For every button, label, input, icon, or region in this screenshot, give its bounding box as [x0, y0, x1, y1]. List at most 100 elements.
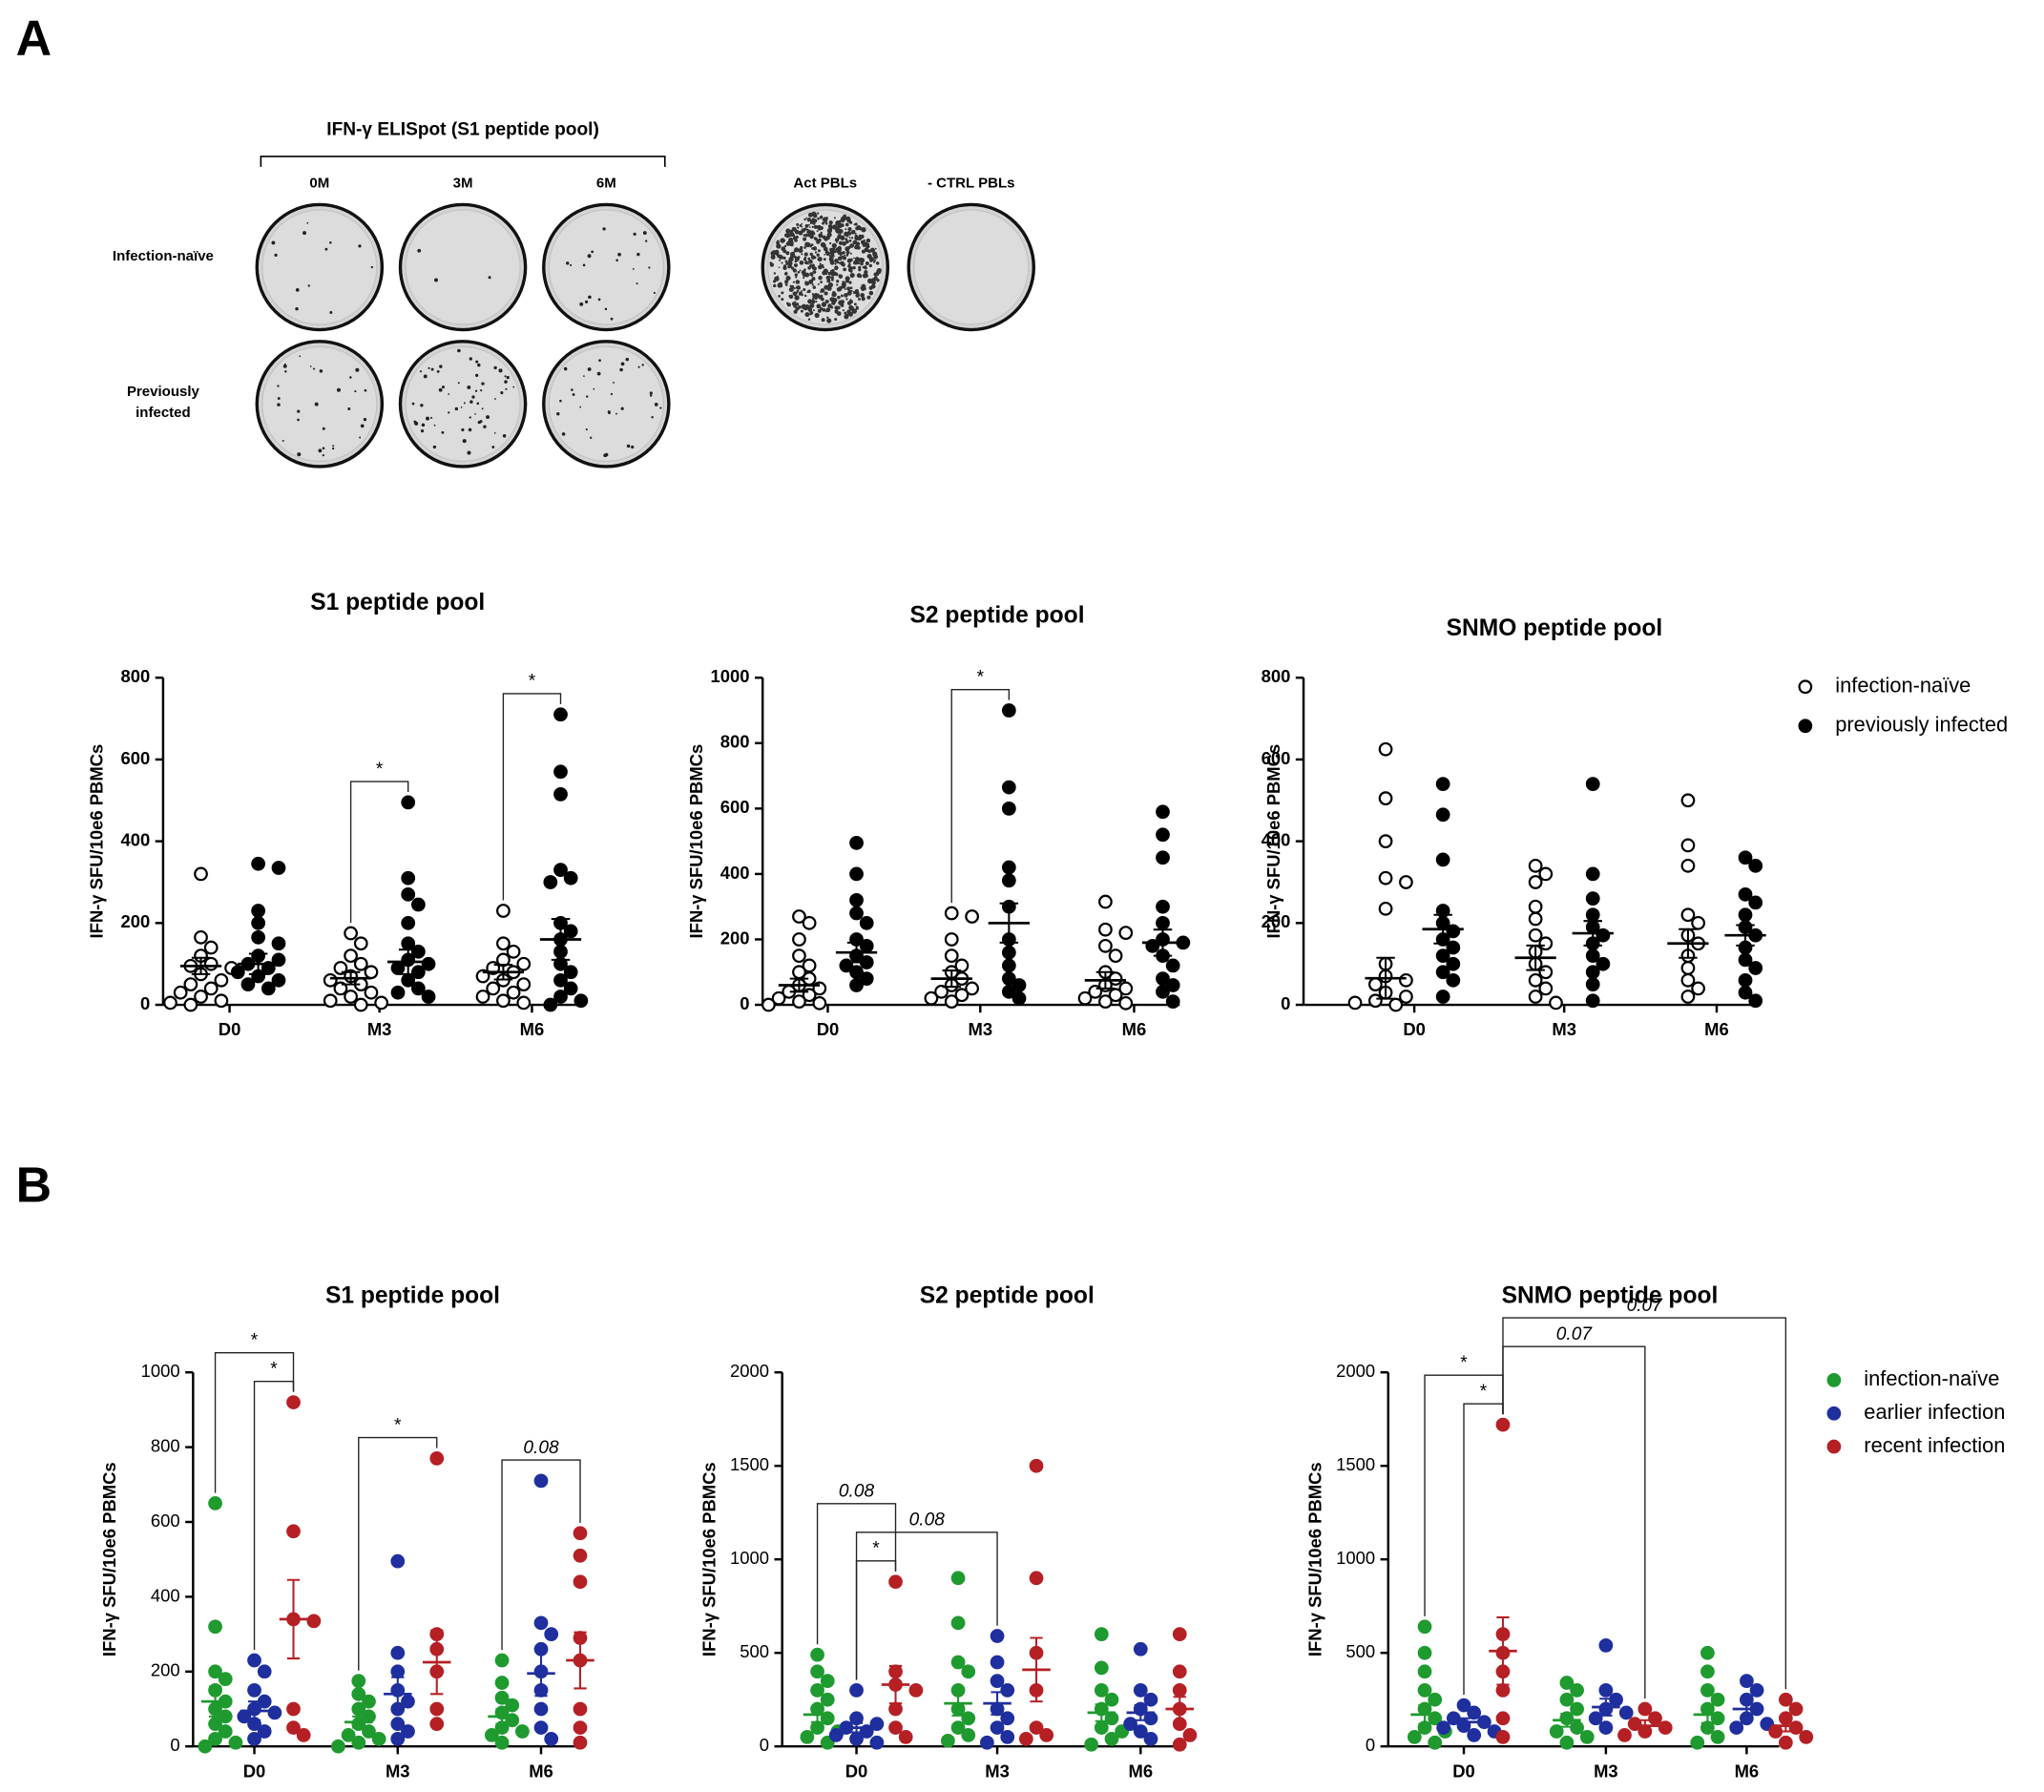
y-tick-label: 1000 — [730, 1548, 769, 1568]
spot — [460, 406, 463, 408]
data-point — [1156, 971, 1170, 986]
spot — [866, 244, 870, 249]
spot — [831, 291, 837, 298]
data-point — [1528, 911, 1543, 927]
data-point — [353, 997, 368, 1012]
data-point — [1700, 1683, 1715, 1698]
data-point — [1417, 1619, 1432, 1635]
data-point — [390, 1717, 406, 1732]
data-point — [257, 1664, 272, 1679]
data-point — [364, 985, 379, 1000]
data-point — [1156, 899, 1170, 914]
y-tick-label: 600 — [151, 1511, 180, 1531]
data-point — [543, 875, 558, 889]
data-point — [1710, 1692, 1725, 1707]
spot — [824, 254, 826, 256]
spot — [355, 367, 360, 372]
spot — [480, 389, 483, 392]
data-point — [344, 926, 358, 941]
data-point — [950, 1571, 966, 1586]
data-point — [1156, 915, 1170, 930]
spot — [864, 247, 869, 253]
spot — [837, 234, 843, 240]
spot — [856, 261, 861, 265]
spot — [852, 229, 856, 233]
spot — [798, 293, 802, 296]
y-tick-label: 400 — [720, 863, 750, 883]
x-tick-label: M6 — [520, 1019, 545, 1039]
y-tick-label: 500 — [740, 1641, 769, 1661]
data-point — [286, 1395, 301, 1409]
data-point — [271, 861, 286, 875]
spot — [582, 263, 586, 267]
data-point — [950, 1655, 966, 1670]
data-point — [401, 915, 416, 930]
spot — [822, 217, 828, 222]
spot — [653, 291, 656, 294]
spot — [591, 250, 594, 254]
data-point — [183, 997, 198, 1012]
spot — [360, 424, 365, 428]
data-point — [1399, 972, 1413, 988]
spot — [359, 436, 362, 439]
data-point — [573, 1720, 588, 1735]
spot — [835, 310, 838, 314]
x-tick-label: M3 — [367, 1019, 392, 1039]
spot — [807, 307, 813, 312]
data-point — [1588, 1711, 1603, 1726]
data-point — [792, 932, 806, 947]
significance-label: 0.08 — [909, 1511, 946, 1531]
spot — [441, 430, 445, 434]
significance-label: * — [376, 760, 384, 780]
spot — [815, 293, 821, 299]
spot — [770, 251, 776, 257]
spot — [796, 222, 800, 226]
spot — [838, 219, 841, 222]
significance-label: 0.07 — [1556, 1324, 1594, 1344]
spot — [274, 253, 278, 257]
spot — [805, 241, 811, 248]
data-point — [1388, 997, 1404, 1012]
spot — [809, 245, 812, 248]
data-point — [1738, 952, 1753, 968]
data-point — [1039, 1728, 1054, 1742]
data-point — [792, 994, 806, 1009]
spot — [566, 261, 570, 265]
data-point — [1018, 1731, 1033, 1746]
data-point — [261, 981, 276, 996]
spot — [813, 237, 818, 240]
data-point — [505, 1698, 520, 1713]
spot — [469, 357, 473, 361]
chart-title: S2 peptide pool — [910, 603, 1085, 629]
spot — [852, 265, 856, 270]
significance-bracket — [253, 1381, 295, 1651]
spot — [812, 246, 818, 251]
spot — [817, 217, 820, 220]
data-point — [214, 972, 229, 988]
chart-title: S1 peptide pool — [325, 1282, 500, 1308]
spot — [491, 446, 495, 448]
data-point — [1156, 850, 1170, 865]
spot — [806, 229, 811, 234]
spot — [596, 371, 601, 376]
spot — [820, 281, 823, 284]
spot — [793, 303, 797, 308]
spot — [631, 445, 635, 449]
spot — [821, 302, 827, 307]
legend-marker — [1798, 719, 1813, 734]
data-point — [1690, 1735, 1705, 1750]
data-point — [944, 932, 959, 947]
spot — [784, 280, 789, 284]
spot — [816, 230, 819, 233]
spot — [793, 255, 797, 259]
data-point — [1778, 1692, 1793, 1707]
data-point — [771, 990, 786, 1006]
x-tick-label: D0 — [817, 1019, 840, 1039]
spot — [417, 248, 422, 253]
spot — [864, 270, 868, 275]
data-point — [1029, 1571, 1044, 1586]
data-point — [1084, 1737, 1099, 1752]
data-point — [1133, 1641, 1148, 1657]
data-point — [203, 981, 219, 996]
data-point — [1658, 1720, 1673, 1735]
